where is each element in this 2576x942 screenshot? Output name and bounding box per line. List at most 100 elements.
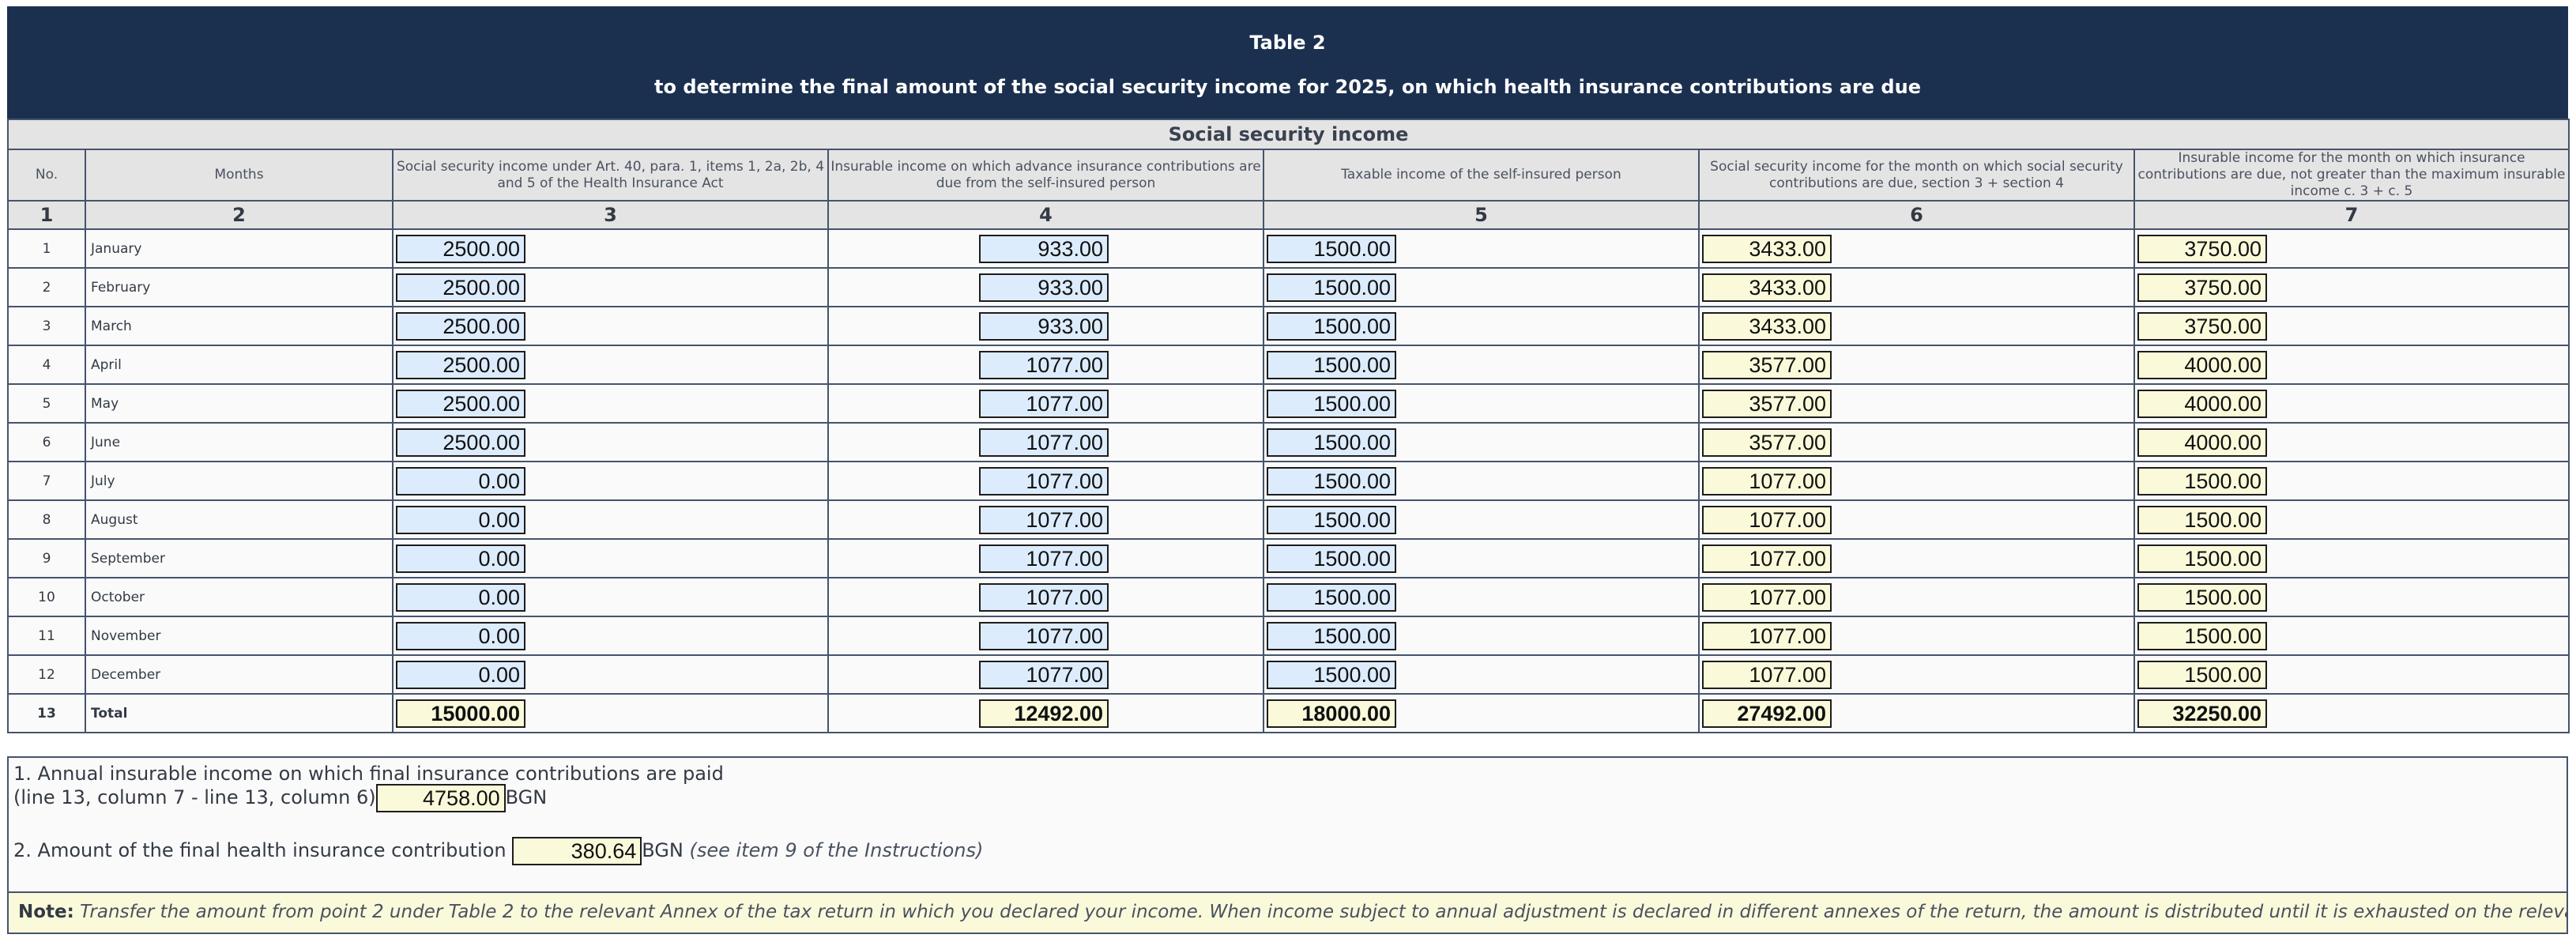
column-number-3: 3 [392,200,829,230]
cell-c7: 3750.00 [2133,306,2570,346]
value-field-c3[interactable]: 0.00 [396,505,525,534]
value-field-c6[interactable]: 3577.00 [1702,389,1832,418]
value-field-c5[interactable]: 1500.00 [1267,273,1396,302]
row-number: 11 [7,616,86,656]
value-field-c6[interactable]: 1077.00 [1702,582,1832,612]
cell-c4: 12492.00 [827,693,1264,733]
value-field-c4[interactable]: 933.00 [979,273,1109,302]
value-field-c5[interactable]: 1500.00 [1267,428,1396,457]
value-field-c6[interactable]: 1077.00 [1702,660,1832,689]
column-number-2: 2 [85,200,394,230]
summary-item2-label: 2. Amount of the final health insurance … [13,839,507,861]
value-field-c4[interactable]: 1077.00 [979,389,1109,418]
value-field-c3[interactable]: 0.00 [396,582,525,612]
value-field-c7[interactable]: 3750.00 [2137,273,2267,302]
value-field-c3[interactable]: 0.00 [396,621,525,650]
value-field-c6[interactable]: 1077.00 [1702,505,1832,534]
final-contribution-field[interactable]: 380.64 [512,837,642,865]
value-field-c6[interactable]: 3577.00 [1702,350,1832,379]
value-field-c7[interactable]: 1500.00 [2137,621,2267,650]
cell-c3: 2500.00 [392,228,829,269]
summary-item2-unit: BGN [642,839,684,861]
value-field-c5[interactable]: 1500.00 [1267,505,1396,534]
value-field-c6[interactable]: 27492.00 [1702,699,1832,728]
month-label: March [85,306,394,346]
cell-c4: 1077.00 [827,499,1264,540]
value-field-c7[interactable]: 1500.00 [2137,660,2267,689]
value-field-c5[interactable]: 1500.00 [1267,544,1396,573]
value-field-c4[interactable]: 12492.00 [979,699,1109,728]
value-field-c3[interactable]: 0.00 [396,466,525,495]
value-field-c4[interactable]: 1077.00 [979,428,1109,457]
value-field-c6[interactable]: 1077.00 [1702,544,1832,573]
cell-c3: 0.00 [392,616,829,656]
cell-c5: 1500.00 [1263,345,1700,385]
cell-c3: 2500.00 [392,267,829,307]
month-label: June [85,422,394,462]
value-field-c3[interactable]: 0.00 [396,660,525,689]
value-field-c3[interactable]: 2500.00 [396,389,525,418]
value-field-c6[interactable]: 3433.00 [1702,234,1832,263]
value-field-c6[interactable]: 3433.00 [1702,273,1832,302]
column-number-5: 5 [1263,200,1700,230]
cell-c7: 4000.00 [2133,345,2570,385]
value-field-c4[interactable]: 1077.00 [979,505,1109,534]
value-field-c4[interactable]: 1077.00 [979,544,1109,573]
value-field-c4[interactable]: 1077.00 [979,582,1109,612]
column-header-5: Taxable income of the self-insured perso… [1263,149,1700,202]
cell-c3: 15000.00 [392,693,829,733]
column-header-1: No. [7,149,86,202]
value-field-c3[interactable]: 2500.00 [396,311,525,341]
month-label: October [85,577,394,617]
value-field-c5[interactable]: 1500.00 [1267,350,1396,379]
value-field-c4[interactable]: 1077.00 [979,466,1109,495]
value-field-c7[interactable]: 1500.00 [2137,466,2267,495]
value-field-c7[interactable]: 4000.00 [2137,428,2267,457]
value-field-c6[interactable]: 3433.00 [1702,311,1832,341]
value-field-c7[interactable]: 1500.00 [2137,544,2267,573]
cell-c5: 1500.00 [1263,499,1700,540]
cell-c4: 1077.00 [827,577,1264,617]
value-field-c3[interactable]: 2500.00 [396,273,525,302]
row-number: 12 [7,654,86,695]
value-field-c5[interactable]: 1500.00 [1267,234,1396,263]
cell-c5: 1500.00 [1263,654,1700,695]
value-field-c4[interactable]: 1077.00 [979,621,1109,650]
value-field-c7[interactable]: 4000.00 [2137,350,2267,379]
value-field-c3[interactable]: 2500.00 [396,234,525,263]
cell-c7: 1500.00 [2133,538,2570,578]
value-field-c4[interactable]: 933.00 [979,234,1109,263]
value-field-c4[interactable]: 1077.00 [979,660,1109,689]
table-2-form: Table 2 to determine the final amount of… [6,6,2570,733]
month-label: November [85,616,394,656]
value-field-c7[interactable]: 3750.00 [2137,234,2267,263]
value-field-c3[interactable]: 2500.00 [396,428,525,457]
value-field-c6[interactable]: 1077.00 [1702,621,1832,650]
value-field-c5[interactable]: 1500.00 [1267,466,1396,495]
value-field-c7[interactable]: 32250.00 [2137,699,2267,728]
value-field-c6[interactable]: 1077.00 [1702,466,1832,495]
value-field-c5[interactable]: 18000.00 [1267,699,1396,728]
value-field-c5[interactable]: 1500.00 [1267,389,1396,418]
summary-panel: 1. Annual insurable income on which fina… [7,756,2568,934]
value-field-c7[interactable]: 1500.00 [2137,505,2267,534]
table-row: 9 September 0.00 1077.00 1500.00 1077.00 1500.… [7,538,2570,578]
value-field-c7[interactable]: 4000.00 [2137,389,2267,418]
value-field-c3[interactable]: 2500.00 [396,350,525,379]
value-field-c6[interactable]: 3577.00 [1702,428,1832,457]
value-field-c4[interactable]: 1077.00 [979,350,1109,379]
value-field-c7[interactable]: 3750.00 [2137,311,2267,341]
column-number-4: 4 [827,200,1264,230]
cell-c5: 1500.00 [1263,228,1700,269]
cell-c5: 18000.00 [1263,693,1700,733]
value-field-c4[interactable]: 933.00 [979,311,1109,341]
value-field-c3[interactable]: 15000.00 [396,699,525,728]
value-field-c5[interactable]: 1500.00 [1267,660,1396,689]
value-field-c7[interactable]: 1500.00 [2137,582,2267,612]
value-field-c5[interactable]: 1500.00 [1267,621,1396,650]
value-field-c5[interactable]: 1500.00 [1267,311,1396,341]
value-field-c5[interactable]: 1500.00 [1267,582,1396,612]
row-number: 5 [7,383,86,424]
value-field-c3[interactable]: 0.00 [396,544,525,573]
annual-insurable-income-field[interactable]: 4758.00 [375,784,506,812]
